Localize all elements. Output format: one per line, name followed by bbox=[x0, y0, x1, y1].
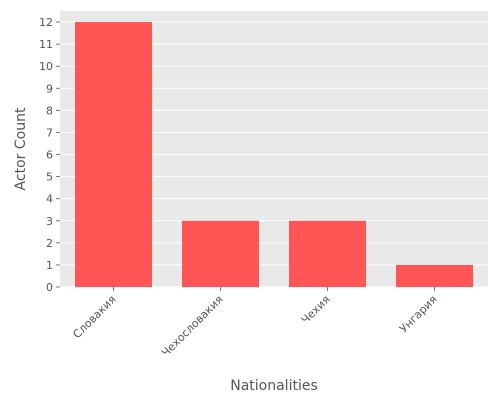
x-tick-label: Словакия bbox=[70, 293, 118, 341]
y-tick-label: 4 bbox=[46, 193, 53, 206]
x-axis-title: Nationalities bbox=[230, 378, 318, 394]
y-tick-label: 12 bbox=[39, 16, 53, 29]
y-tick-label: 5 bbox=[46, 171, 53, 184]
y-tick-label: 2 bbox=[46, 237, 53, 250]
y-tick-label: 6 bbox=[46, 149, 53, 162]
y-tick-label: 0 bbox=[46, 281, 53, 294]
x-axis-ticks: Словакия Чехословакия Чехия Унгария bbox=[70, 287, 440, 359]
y-axis-title: Actor Count bbox=[13, 107, 29, 190]
y-tick-label: 11 bbox=[39, 38, 53, 51]
x-tick-label: Чехословакия bbox=[159, 293, 225, 359]
y-tick-label: 7 bbox=[46, 126, 53, 139]
y-tick-label: 9 bbox=[46, 82, 53, 95]
bar bbox=[181, 220, 260, 287]
x-tick-label: Чехия bbox=[299, 293, 333, 327]
y-tick-label: 3 bbox=[46, 215, 53, 228]
y-tick-label: 8 bbox=[46, 104, 53, 117]
y-tick-label: 10 bbox=[39, 60, 53, 73]
bar bbox=[288, 220, 367, 287]
bar bbox=[395, 264, 474, 287]
x-tick-label: Унгария bbox=[397, 293, 440, 336]
bar bbox=[74, 22, 153, 287]
bars bbox=[74, 22, 474, 287]
y-tick-label: 1 bbox=[46, 259, 53, 272]
